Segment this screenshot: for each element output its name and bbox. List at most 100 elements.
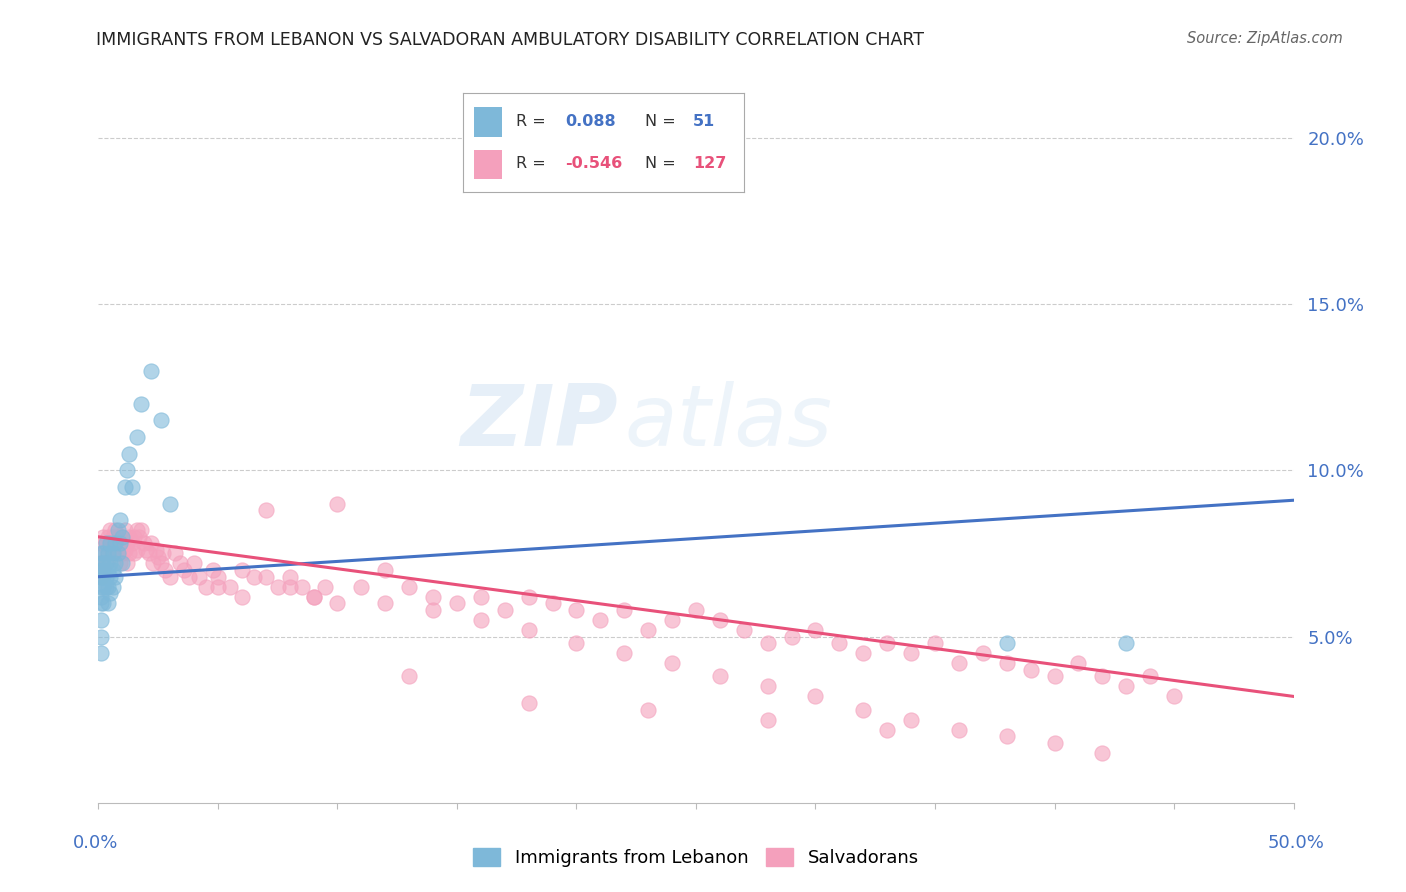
Point (374, 563, 396, 577)
Point (108, 557, 131, 571)
Point (97, 530, 120, 544)
Point (101, 563, 124, 577)
Text: 50.0%: 50.0% (1268, 834, 1324, 852)
Point (159, 570, 181, 584)
Point (90, 613, 112, 627)
Point (98, 536, 122, 550)
Point (207, 580, 229, 594)
Point (828, 636, 851, 650)
Point (108, 536, 131, 550)
Point (541, 596, 564, 610)
Point (90, 536, 112, 550)
Point (183, 557, 205, 571)
Point (118, 447, 141, 461)
Point (1139, 669, 1161, 683)
Point (804, 690, 827, 704)
Point (118, 530, 141, 544)
Point (101, 546, 124, 560)
Point (142, 557, 165, 571)
Point (1043, 736, 1066, 750)
Point (128, 530, 150, 544)
Point (254, 570, 277, 584)
Point (494, 603, 516, 617)
Point (661, 613, 683, 627)
Point (94, 580, 117, 594)
Text: atlas: atlas (624, 381, 832, 464)
Point (111, 557, 134, 571)
Point (852, 703, 875, 717)
Point (243, 570, 266, 584)
Point (90, 596, 112, 610)
Point (98, 586, 122, 600)
Point (114, 543, 136, 558)
Point (852, 646, 875, 660)
Point (97, 546, 120, 560)
Point (91, 563, 114, 577)
Point (876, 723, 898, 737)
Point (159, 497, 181, 511)
Point (900, 713, 922, 727)
Point (91, 530, 114, 544)
Point (948, 723, 970, 737)
Point (98, 557, 122, 571)
Point (733, 623, 755, 637)
Point (139, 536, 162, 550)
Point (661, 656, 683, 670)
Point (780, 630, 803, 644)
Point (1067, 656, 1090, 670)
Point (517, 696, 540, 710)
Point (613, 646, 636, 660)
Point (446, 596, 468, 610)
Point (589, 613, 612, 627)
Point (114, 523, 136, 537)
Point (135, 543, 157, 558)
Point (149, 557, 172, 571)
Point (131, 523, 153, 537)
Point (91, 546, 114, 560)
Point (195, 580, 218, 594)
Point (94, 536, 117, 550)
Point (115, 536, 138, 550)
Point (107, 546, 129, 560)
Point (104, 557, 127, 571)
Point (148, 549, 170, 564)
Point (207, 570, 229, 584)
Point (104, 536, 127, 550)
Point (637, 623, 659, 637)
Point (97, 546, 120, 560)
Point (326, 596, 349, 610)
Point (94, 536, 117, 550)
Point (90, 546, 112, 560)
Point (104, 536, 127, 550)
Point (278, 580, 301, 594)
Point (302, 590, 325, 604)
Legend: Immigrants from Lebanon, Salvadorans: Immigrants from Lebanon, Salvadorans (465, 840, 927, 874)
Point (187, 570, 209, 584)
Point (108, 536, 131, 550)
Text: 0.0%: 0.0% (73, 834, 118, 852)
Point (145, 543, 167, 558)
Point (121, 480, 143, 494)
Point (101, 546, 124, 560)
Point (685, 603, 707, 617)
Point (98, 536, 122, 550)
Point (91, 546, 114, 560)
Point (326, 497, 349, 511)
Point (995, 656, 1018, 670)
Point (107, 523, 129, 537)
Point (470, 590, 492, 604)
Point (924, 636, 946, 650)
Point (709, 613, 731, 627)
Point (254, 503, 277, 517)
Point (1019, 663, 1042, 677)
Text: Source: ZipAtlas.com: Source: ZipAtlas.com (1187, 31, 1343, 46)
Point (231, 563, 253, 577)
Text: IMMIGRANTS FROM LEBANON VS SALVADORAN AMBULATORY DISABILITY CORRELATION CHART: IMMIGRANTS FROM LEBANON VS SALVADORAN AM… (96, 31, 924, 49)
Point (315, 580, 337, 594)
Point (91, 563, 114, 577)
Point (90, 646, 112, 660)
Point (115, 463, 138, 477)
Point (98, 523, 122, 537)
Point (155, 563, 177, 577)
Point (302, 590, 325, 604)
